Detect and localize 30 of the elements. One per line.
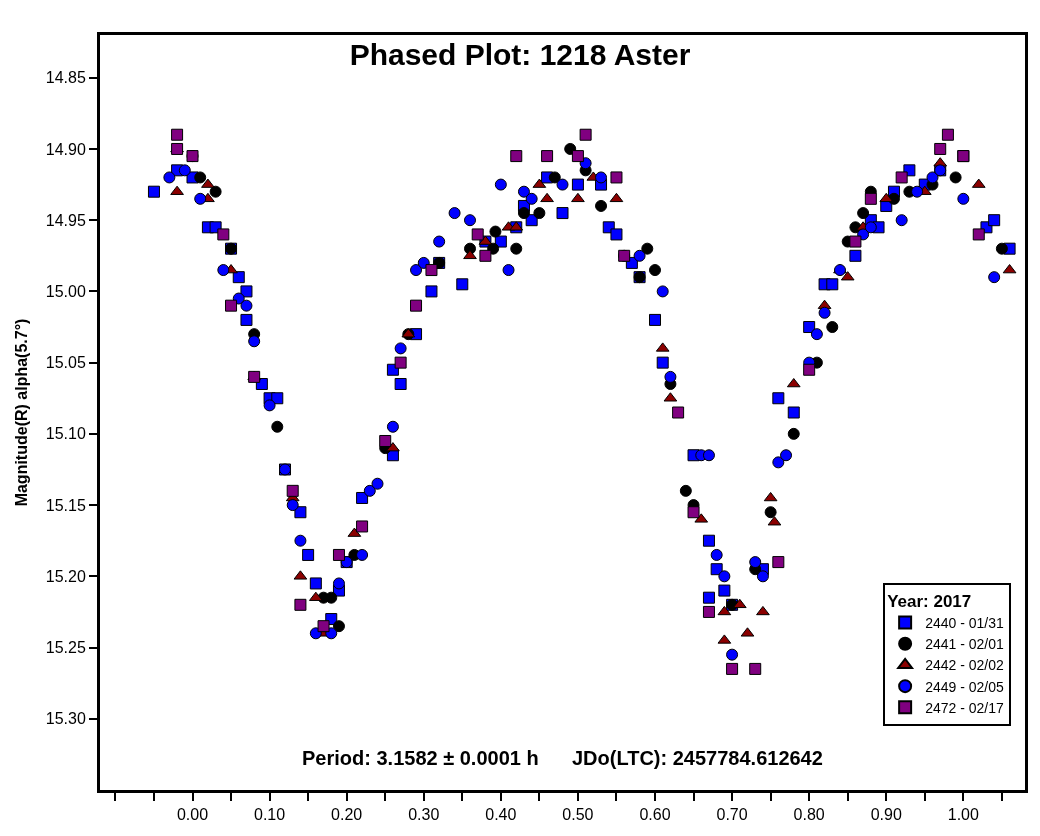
y-axis-title: Magnitude(R) alpha(5.7°) — [12, 318, 30, 507]
y-tick-label: 15.25 — [45, 639, 86, 657]
y-tick-label: 15.00 — [45, 283, 86, 301]
y-tick-label: 14.85 — [45, 69, 86, 87]
x-tick-label: 0.10 — [254, 806, 286, 824]
y-tick-label: 15.10 — [45, 425, 86, 443]
y-tick-label: 15.30 — [45, 710, 86, 728]
y-tick-label: 15.15 — [45, 496, 86, 514]
legend-label: 2472 - 02/17 — [925, 699, 1004, 716]
x-tick-label: 0.70 — [716, 806, 748, 824]
annotation: Period: 3.1582 ± 0.0001 h JDo(LTC): 2457784.612642 — [302, 747, 823, 769]
x-tick-label: 0.90 — [870, 806, 902, 824]
x-tick-label: 1.00 — [947, 806, 979, 824]
legend-label: 2449 - 02/05 — [925, 678, 1004, 695]
x-tick-label: 0.20 — [331, 806, 363, 824]
y-tick-label: 15.20 — [45, 567, 86, 585]
x-tick-label: 0.60 — [639, 806, 671, 824]
chart-title: Phased Plot: 1218 Aster — [349, 37, 691, 71]
y-tick-label: 14.95 — [45, 211, 86, 229]
x-tick-label: 0.80 — [793, 806, 825, 824]
y-tick-label: 14.90 — [45, 140, 86, 158]
y-tick-label: 15.05 — [45, 354, 86, 372]
legend-title: Year: 2017 — [887, 591, 972, 611]
legend-label: 2440 - 01/31 — [925, 614, 1004, 631]
text: 0.00 — [176, 806, 209, 824]
legend-label: 2442 - 02/02 — [925, 657, 1004, 674]
x-tick-label: 0.50 — [562, 806, 594, 824]
legend-label: 2441 - 02/01 — [925, 636, 1004, 653]
x-tick-label: 0.30 — [408, 806, 440, 824]
x-tick-label: 0.40 — [485, 806, 517, 824]
